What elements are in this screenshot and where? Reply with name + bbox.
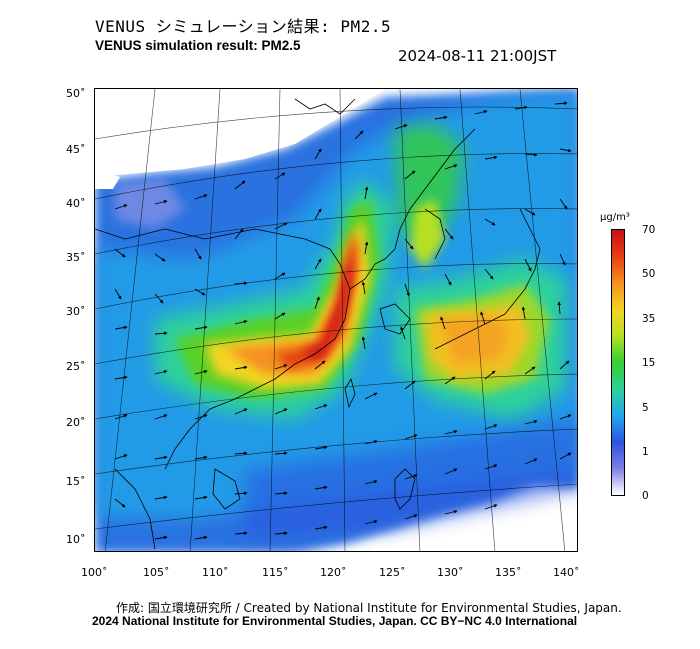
lat-label-25: 25˚ [66,360,86,373]
credit-line-2: 2024 National Institute for Environmenta… [92,614,578,628]
lat-label-40: 40˚ [66,197,86,210]
colorbar-unit: μg/m³ [600,212,630,223]
lon-label-105: 105˚ [143,566,170,579]
lat-label-30: 30˚ [66,305,86,318]
map-canvas [95,89,577,551]
lon-label-120: 120˚ [320,566,347,579]
lon-label-100: 100˚ [81,566,108,579]
lon-label-135: 135˚ [495,566,522,579]
title-english: VENUS simulation result: PM2.5 [95,38,301,53]
lon-label-140: 140˚ [553,566,580,579]
lat-label-35: 35˚ [66,251,86,264]
lat-label-10: 10˚ [66,533,86,546]
forecast-datetime: 2024-08-11 21:00JST [398,47,557,65]
lat-label-50: 50˚ [66,87,86,100]
lon-label-125: 125˚ [379,566,406,579]
coastlines [95,98,541,550]
lat-label-20: 20˚ [66,416,86,429]
colorbar-tick-5: 5 [642,402,649,414]
wind-vectors [114,101,572,540]
colorbar-tick-70: 70 [642,224,656,236]
colorbar [611,229,625,496]
lat-label-15: 15˚ [66,475,86,488]
colorbar-tick-1: 1 [642,446,649,458]
colorbar-tick-0: 0 [642,490,649,502]
lat-label-45: 45˚ [66,143,86,156]
credit-line-1: 作成: 国立環境研究所 / Created by National Instit… [116,601,622,615]
pm25-field [95,89,577,551]
lon-label-130: 130˚ [437,566,464,579]
lon-label-110: 110˚ [202,566,229,579]
pm25-map [94,88,578,552]
colorbar-tick-50: 50 [642,268,656,280]
title-japanese: VENUS シミュレーション結果: PM2.5 [95,17,392,36]
colorbar-tick-35: 35 [642,313,656,325]
colorbar-tick-15: 15 [642,357,656,369]
lon-label-115: 115˚ [262,566,289,579]
